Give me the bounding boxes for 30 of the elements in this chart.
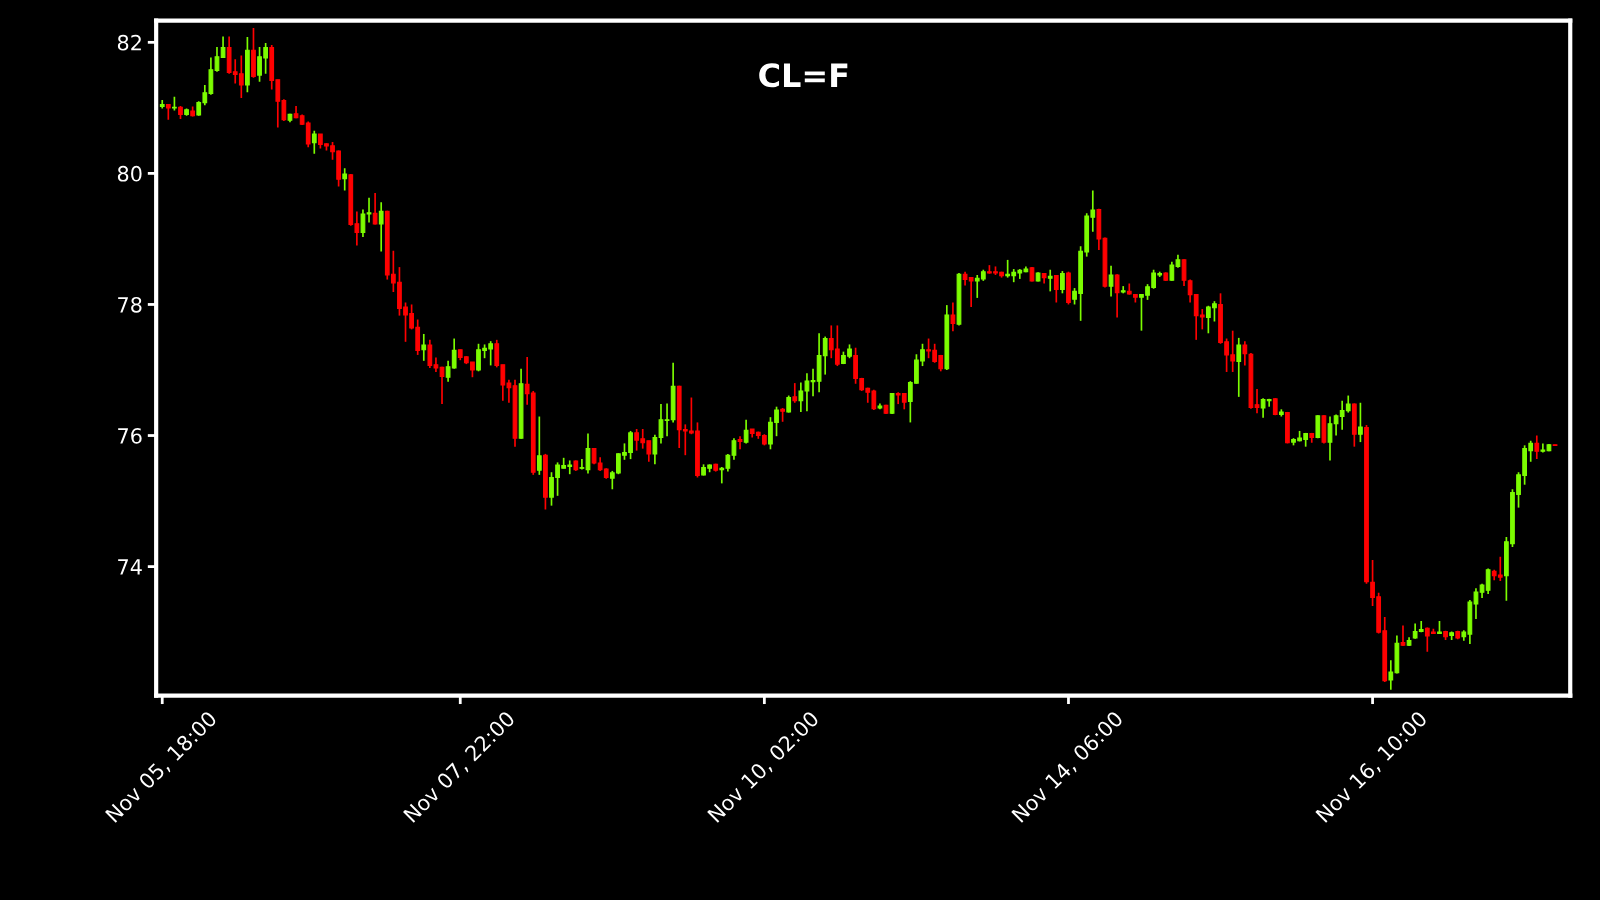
candlestick <box>311 129 317 155</box>
candlestick <box>1053 274 1059 304</box>
candlestick <box>366 196 372 224</box>
y-tick-label: 78 <box>118 296 142 313</box>
candlestick <box>536 415 542 476</box>
candlestick <box>1400 624 1406 647</box>
y-tick-label: 80 <box>117 165 142 182</box>
candlestick <box>421 333 427 362</box>
candlestick <box>360 208 366 238</box>
candlestick <box>737 435 743 451</box>
candlestick <box>1534 434 1540 460</box>
candlestick <box>579 458 585 471</box>
candlestick <box>1108 264 1114 298</box>
text: CL=F <box>759 63 848 88</box>
candlestick <box>1358 401 1363 443</box>
candlestick <box>378 201 384 253</box>
candlestick <box>1047 268 1053 293</box>
candlestick <box>950 301 956 333</box>
candlestick <box>1242 340 1248 367</box>
candlestick <box>342 167 348 192</box>
y-tick-label: 76 <box>118 427 142 444</box>
candlestick <box>792 382 798 404</box>
y-tick-label: 74 <box>118 559 142 575</box>
y-tick-label: 82 <box>117 34 141 51</box>
candlestick <box>1254 388 1260 415</box>
candlestick <box>220 35 226 59</box>
candlestick <box>1236 337 1242 398</box>
candlestick <box>1114 273 1120 319</box>
candlestick <box>1060 270 1065 295</box>
candlestick <box>372 192 378 226</box>
